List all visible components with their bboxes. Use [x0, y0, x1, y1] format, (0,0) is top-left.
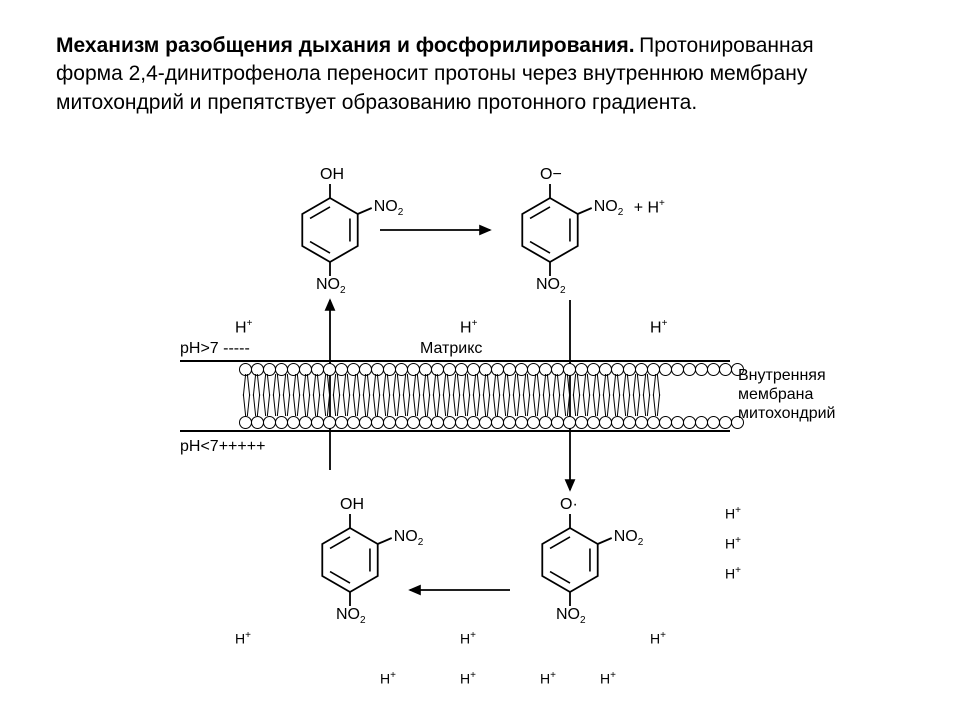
lipid-heads-bottom — [240, 416, 744, 429]
diagram: OHNO2NO2O−NO2NO2+ H+OHNO2NO2O·NO2NO2H+H+… — [180, 170, 920, 710]
lipid-tails-top — [240, 374, 730, 396]
title-block: Механизм разобщения дыхания и фосфорилир… — [56, 32, 876, 117]
arrow-down — [180, 170, 920, 710]
title-bold: Механизм разобщения дыхания и фосфорилир… — [56, 34, 635, 57]
membrane-label: Внутренняямембранамитохондрий — [738, 366, 835, 424]
lipid-tails-bottom — [240, 394, 730, 416]
